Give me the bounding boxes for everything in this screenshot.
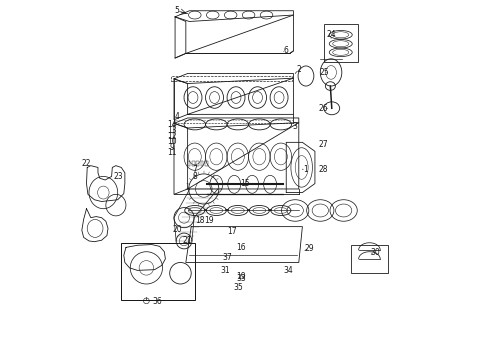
Text: 16: 16 bbox=[237, 243, 246, 252]
Text: 27: 27 bbox=[318, 140, 328, 149]
Bar bbox=[192, 161, 195, 166]
Text: 26: 26 bbox=[318, 104, 328, 113]
Text: 14: 14 bbox=[167, 120, 177, 129]
Text: 31: 31 bbox=[220, 266, 230, 275]
Text: 20: 20 bbox=[173, 225, 182, 234]
Text: 34: 34 bbox=[283, 266, 293, 275]
Text: 1: 1 bbox=[304, 165, 308, 174]
Text: 13: 13 bbox=[167, 126, 177, 135]
Text: 21: 21 bbox=[183, 236, 193, 245]
Text: 17: 17 bbox=[228, 228, 237, 237]
Text: 37: 37 bbox=[222, 253, 232, 262]
Text: 35: 35 bbox=[233, 283, 243, 292]
Text: 22: 22 bbox=[82, 159, 91, 168]
Text: 2: 2 bbox=[296, 65, 301, 74]
Text: 3: 3 bbox=[292, 122, 297, 131]
Text: 4: 4 bbox=[174, 112, 179, 121]
Text: 29: 29 bbox=[305, 244, 315, 253]
Text: 19: 19 bbox=[237, 271, 246, 280]
Text: 10: 10 bbox=[167, 138, 177, 147]
Text: 15: 15 bbox=[240, 179, 250, 188]
Text: 8: 8 bbox=[193, 172, 197, 181]
Bar bbox=[122, 243, 195, 300]
Text: 11: 11 bbox=[167, 148, 176, 157]
Bar bbox=[188, 161, 191, 166]
Text: 9: 9 bbox=[170, 143, 174, 152]
Text: 28: 28 bbox=[318, 165, 328, 174]
Bar bbox=[324, 24, 358, 62]
Text: 25: 25 bbox=[319, 68, 329, 77]
Text: 30: 30 bbox=[370, 248, 380, 257]
Text: 36: 36 bbox=[152, 297, 162, 306]
Text: 18: 18 bbox=[196, 216, 205, 225]
Text: 7: 7 bbox=[193, 165, 197, 174]
Bar bbox=[200, 161, 203, 166]
Text: 33: 33 bbox=[237, 274, 246, 283]
Text: 19: 19 bbox=[204, 216, 214, 225]
Text: 6: 6 bbox=[283, 46, 288, 55]
Text: 24: 24 bbox=[326, 30, 336, 39]
Bar bbox=[351, 244, 389, 273]
Text: 5: 5 bbox=[174, 6, 179, 15]
Text: 23: 23 bbox=[114, 172, 123, 181]
Text: 12: 12 bbox=[167, 132, 176, 141]
Bar bbox=[196, 161, 199, 166]
Bar bbox=[172, 76, 292, 81]
Bar bbox=[205, 161, 208, 166]
